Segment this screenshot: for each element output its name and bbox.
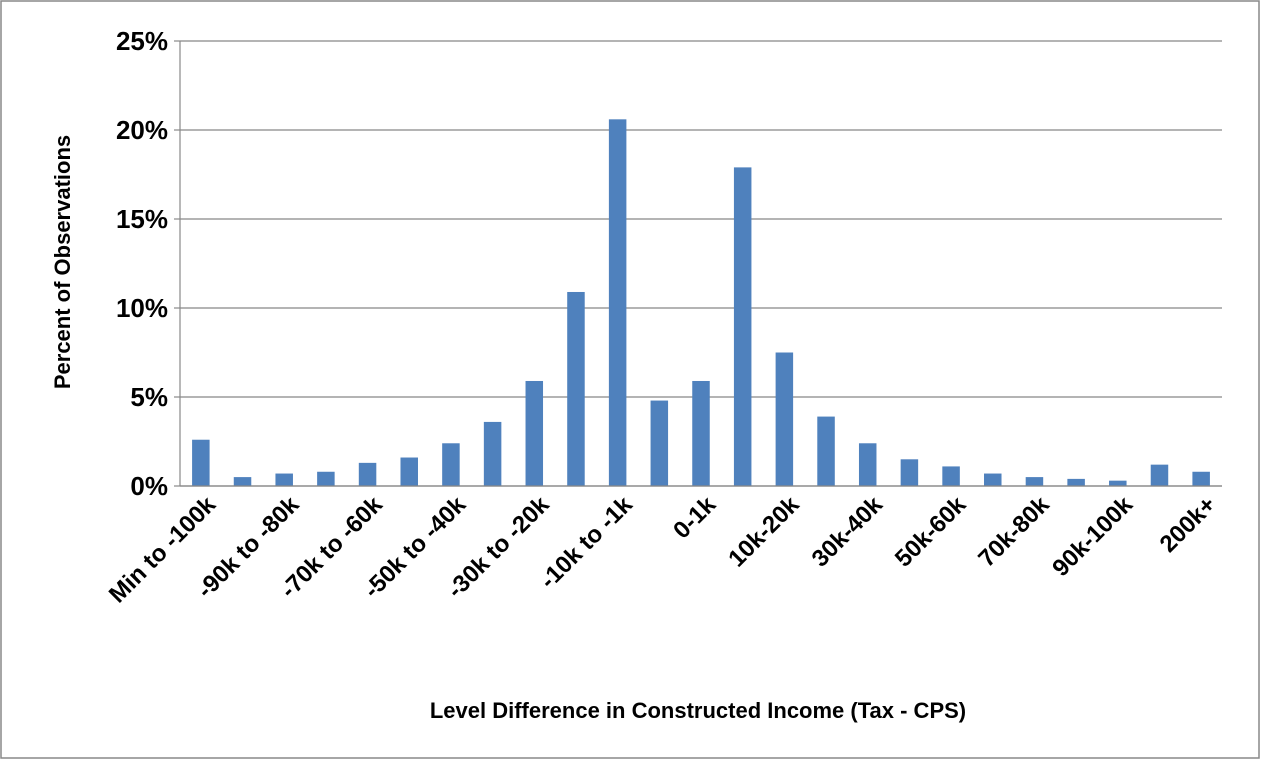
x-axis-title: Level Difference in Constructed Income (… [430,698,966,723]
bar [483,421,502,486]
bar [1192,471,1210,486]
bar [733,167,752,486]
y-tick-label: 5% [130,382,168,412]
bar [317,471,335,486]
bar [567,291,585,486]
bar [1150,464,1169,486]
y-axis-title: Percent of Observations [50,135,75,389]
y-tick-label: 25% [116,26,168,56]
bar [817,416,835,486]
bar [775,352,794,486]
bar [275,473,293,486]
bar [608,119,627,486]
bar [858,443,877,486]
bar [358,462,377,486]
bar [1109,480,1127,486]
bar [984,473,1002,486]
bar [400,457,418,486]
y-tick-label: 10% [116,293,168,323]
bar [900,459,919,486]
bar [442,443,460,486]
bar [1025,477,1044,486]
bar [692,380,710,486]
bar [192,439,210,486]
bar [1067,478,1085,486]
y-tick-label: 0% [130,471,168,501]
bar [942,466,960,486]
y-tick-label: 20% [116,115,168,145]
y-tick-label: 15% [116,204,168,234]
bar [525,380,544,486]
bar [650,400,669,486]
bar [233,477,252,486]
